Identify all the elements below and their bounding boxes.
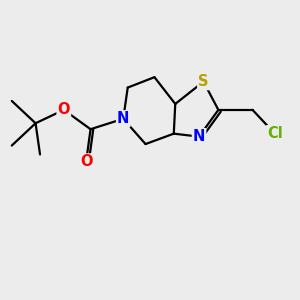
Text: N: N <box>117 111 129 126</box>
Text: Cl: Cl <box>267 126 283 141</box>
Text: O: O <box>80 154 92 169</box>
Text: O: O <box>58 102 70 117</box>
Text: S: S <box>198 74 209 89</box>
Text: N: N <box>193 129 205 144</box>
